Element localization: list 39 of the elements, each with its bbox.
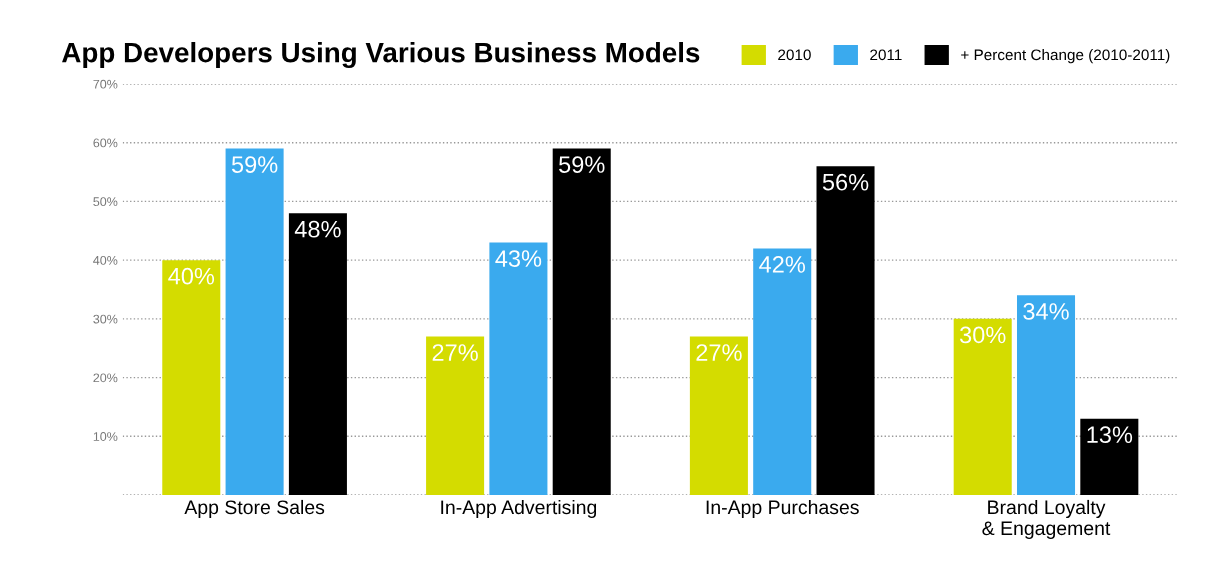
chart-title: App Developers Using Various Business Models: [62, 42, 700, 69]
y-tick-label: 20%: [93, 373, 118, 383]
bar: [816, 166, 875, 496]
x-tick-label: App Store Sales: [184, 499, 325, 519]
text: 59%: [559, 156, 605, 173]
text: 56%: [822, 173, 869, 191]
text: 13%: [1087, 426, 1133, 444]
bar: [753, 248, 812, 496]
legend-label: 2010: [778, 49, 811, 61]
y-tick-label: 30%: [93, 314, 118, 324]
y-tick-label: 50%: [93, 197, 118, 207]
text: 30%: [959, 326, 1006, 344]
bar: [1080, 418, 1139, 496]
x-tick-label: Brand Loyalty & Engagement: [982, 499, 1111, 539]
bar: [552, 148, 611, 496]
y-tick-label: 60%: [93, 138, 118, 148]
text: 34%: [1023, 303, 1069, 320]
text: 48%: [294, 220, 341, 238]
text: 43%: [495, 250, 542, 267]
x-tick-label: In-App Purchases: [706, 499, 859, 519]
bar: [288, 213, 347, 496]
y-tick-label: 40%: [93, 255, 118, 265]
legend-label: + Percent Change (2010-2011): [961, 48, 1170, 64]
bar: [225, 148, 284, 496]
text: 40%: [168, 267, 215, 285]
bar: [1017, 295, 1076, 496]
bar: [689, 336, 748, 496]
text: 59%: [231, 156, 278, 173]
bar: [426, 336, 485, 496]
bar: [953, 318, 1012, 496]
legend-label: 2011: [870, 49, 902, 61]
text: 42%: [759, 256, 805, 273]
y-tick-label: 70%: [93, 79, 118, 89]
text: 27%: [432, 344, 478, 361]
bar: [162, 260, 221, 496]
bar: [489, 242, 548, 496]
x-tick-label: In-App Advertising: [441, 499, 597, 519]
text: 27%: [696, 344, 742, 361]
y-tick-label: 10%: [93, 432, 118, 441]
